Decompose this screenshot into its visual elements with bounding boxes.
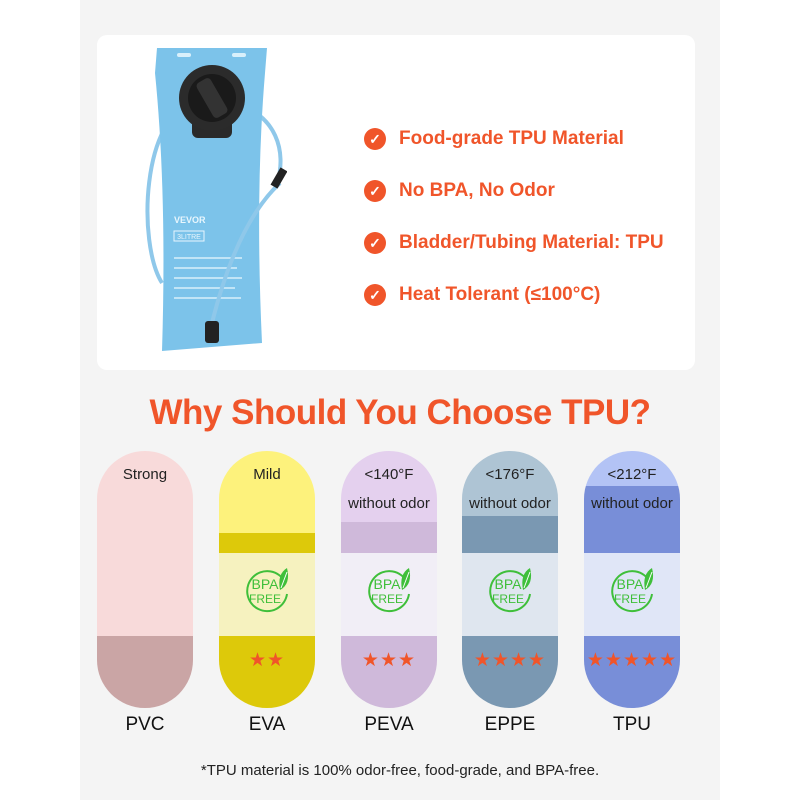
check-circle-icon: ✓ (364, 232, 386, 254)
check-circle-icon: ✓ (364, 180, 386, 202)
odor-level-text: <140°F (364, 466, 414, 483)
section-title: Why Should You Choose TPU? (149, 393, 651, 432)
material-column-eva: Mild BPA FREE ★★ (219, 451, 315, 708)
segment-top (97, 451, 193, 636)
segment-band (584, 486, 680, 553)
star-icon: ★ (659, 650, 678, 671)
badge-text: BPA (374, 576, 402, 592)
segment-bottom (584, 636, 680, 708)
star-icon: ★ (491, 650, 510, 671)
feature-item: ✓ Bladder/Tubing Material: TPU (364, 217, 664, 269)
feature-text: Food-grade TPU Material (399, 128, 624, 149)
material-label: PVC (125, 714, 165, 735)
star-rating: ★★ (219, 649, 315, 672)
segment-top (462, 451, 558, 516)
badge-text: BPA (617, 576, 645, 592)
feature-text: No BPA, No Odor (399, 180, 555, 201)
feature-text: Heat Tolerant (≤100°C) (399, 284, 601, 305)
segment-band (341, 522, 437, 553)
odor-note-text: without odor (591, 495, 673, 512)
material-column-eppe: <176°F without odor BPA FREE ★★★★ (462, 451, 558, 708)
odor-level-text: <176°F (485, 466, 535, 483)
feature-item: ✓ No BPA, No Odor (364, 165, 664, 217)
check-circle-icon: ✓ (364, 284, 386, 306)
segment-top (219, 451, 315, 533)
material-label: EPPE (484, 714, 536, 735)
material-label: PEVA (364, 714, 414, 735)
material-label: EVA (248, 714, 286, 735)
capacity-label: 3LITRE (177, 234, 201, 241)
material-column-tpu: <212°F without odor BPA FREE ★★★★★ (584, 451, 680, 708)
odor-level-text: <212°F (607, 466, 657, 483)
segment-bottom (97, 636, 193, 708)
hydration-bladder-image: VEVOR 3LITRE (145, 48, 287, 351)
badge-text: FREE (614, 592, 646, 606)
star-icon: ★ (267, 650, 286, 671)
badge-text: FREE (371, 592, 403, 606)
star-rating: ★★★★ (462, 649, 558, 672)
odor-level-text: Mild (253, 466, 281, 483)
odor-level-text: Strong (122, 466, 168, 483)
footnote: *TPU material is 100% odor-free, food-gr… (200, 762, 600, 779)
feature-item: ✓ Food-grade TPU Material (364, 113, 664, 165)
odor-note-text: without odor (469, 495, 551, 512)
check-circle-icon: ✓ (364, 128, 386, 150)
feature-list: ✓ Food-grade TPU Material ✓ No BPA, No Odo… (364, 113, 664, 321)
feature-item: ✓ Heat Tolerant (≤100°C) (364, 269, 664, 321)
badge-text: FREE (492, 592, 524, 606)
segment-mid (584, 553, 680, 636)
material-label: TPU (613, 714, 651, 735)
star-icon: ★ (641, 650, 660, 671)
material-column-pvc: Strong (97, 451, 193, 708)
star-icon: ★ (379, 650, 399, 671)
segment-bottom (219, 636, 315, 708)
product-card: VEVOR 3LITRE ✓ Food-grade TPU Material ✓ N… (97, 35, 695, 370)
segment-mid (341, 553, 437, 636)
star-rating: ★★★★★ (584, 649, 680, 672)
star-icon: ★ (622, 650, 642, 671)
segment-bottom (462, 636, 558, 708)
star-icon: ★ (528, 650, 547, 671)
star-icon: ★ (604, 650, 623, 671)
segment-band (219, 533, 315, 553)
star-icon: ★ (248, 650, 267, 671)
star-rating: ★★★ (341, 649, 437, 672)
odor-note-text: without odor (348, 495, 430, 512)
segment-bottom (341, 636, 437, 708)
badge-text: BPA (252, 576, 280, 592)
star-icon: ★ (361, 650, 380, 671)
segment-mid (219, 553, 315, 636)
badge-text: FREE (249, 592, 281, 606)
star-icon: ★ (398, 650, 417, 671)
feature-text: Bladder/Tubing Material: TPU (399, 232, 664, 253)
material-column-peva: <140°F without odor BPA FREE ★★★ (341, 451, 437, 708)
star-icon: ★ (586, 650, 605, 671)
segment-top (341, 451, 437, 522)
segment-band (462, 516, 558, 553)
segment-top (584, 451, 680, 486)
badge-text: BPA (495, 576, 523, 592)
brand-logo: VEVOR (174, 215, 206, 225)
segment-mid (462, 553, 558, 636)
star-icon: ★ (510, 650, 529, 671)
star-icon: ★ (473, 650, 492, 671)
